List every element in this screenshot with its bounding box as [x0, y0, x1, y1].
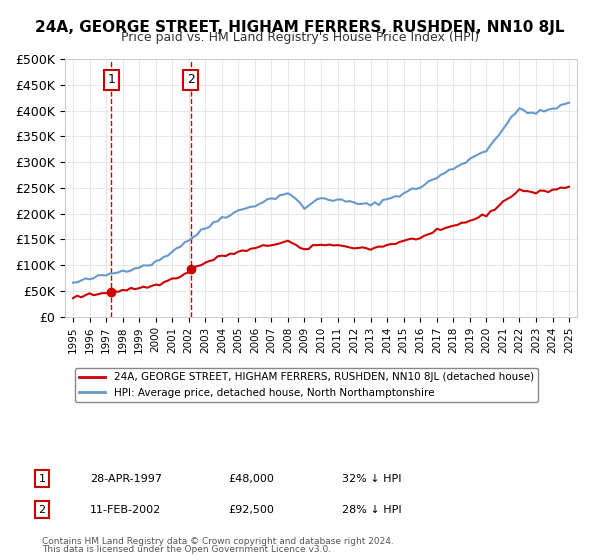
Text: 1: 1: [107, 73, 115, 86]
Text: £92,500: £92,500: [228, 505, 274, 515]
Text: This data is licensed under the Open Government Licence v3.0.: This data is licensed under the Open Gov…: [42, 545, 331, 554]
Text: £48,000: £48,000: [228, 474, 274, 484]
Text: 32% ↓ HPI: 32% ↓ HPI: [342, 474, 401, 484]
Text: 2: 2: [38, 505, 46, 515]
Legend: 24A, GEORGE STREET, HIGHAM FERRERS, RUSHDEN, NN10 8JL (detached house), HPI: Ave: 24A, GEORGE STREET, HIGHAM FERRERS, RUSH…: [75, 368, 538, 402]
Text: 24A, GEORGE STREET, HIGHAM FERRERS, RUSHDEN, NN10 8JL: 24A, GEORGE STREET, HIGHAM FERRERS, RUSH…: [35, 20, 565, 35]
Text: 2: 2: [187, 73, 194, 86]
Text: 11-FEB-2002: 11-FEB-2002: [90, 505, 161, 515]
Text: Contains HM Land Registry data © Crown copyright and database right 2024.: Contains HM Land Registry data © Crown c…: [42, 537, 394, 546]
Text: 1: 1: [38, 474, 46, 484]
Text: 28% ↓ HPI: 28% ↓ HPI: [342, 505, 401, 515]
Text: Price paid vs. HM Land Registry's House Price Index (HPI): Price paid vs. HM Land Registry's House …: [121, 31, 479, 44]
Text: 28-APR-1997: 28-APR-1997: [90, 474, 162, 484]
